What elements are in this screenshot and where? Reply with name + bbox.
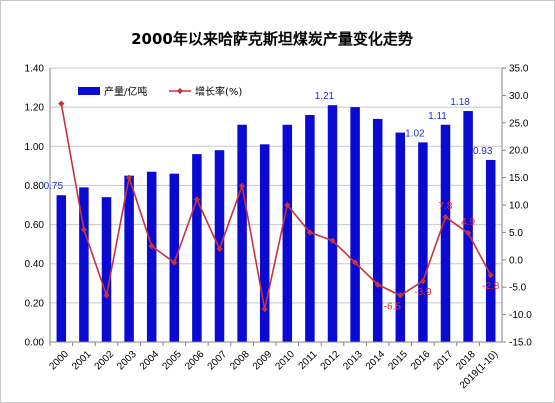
chart-title: 2000年以来哈萨克斯坦煤炭产量变化走势	[131, 30, 413, 48]
x-axis-tick-label: 2005	[160, 349, 184, 373]
bar	[282, 124, 293, 342]
x-axis-tick-label: 2004	[138, 349, 162, 373]
bar	[372, 118, 383, 342]
growth-rate-point	[419, 278, 427, 285]
line-data-label: 4.9	[461, 217, 475, 228]
line-data-label: -2.8	[482, 281, 500, 292]
line-data-label: -6.5	[384, 301, 402, 312]
x-axis-tick-label: 2015	[386, 349, 410, 373]
left-axis-tick-label: 0.20	[25, 298, 45, 309]
line-data-label: 7.8	[439, 201, 453, 212]
bar	[418, 142, 428, 342]
x-axis-tick-label: 2001	[70, 349, 94, 373]
bar-series	[56, 105, 496, 343]
bar	[463, 111, 473, 342]
right-axis-tick-label: 25.0	[509, 118, 529, 129]
growth-rate-point	[193, 196, 201, 203]
growth-rate-point	[351, 259, 359, 266]
growth-rate-point	[487, 272, 494, 279]
x-axis-tick-label: 2013	[341, 349, 365, 373]
left-axis-tick-label: 1.20	[25, 103, 45, 114]
line-data-label: -3.9	[414, 287, 432, 298]
bar-data-label: 1.02	[405, 128, 425, 139]
bar	[485, 159, 496, 342]
right-axis-tick-label: -15.0	[509, 338, 532, 349]
bar	[79, 187, 89, 342]
left-axis-tick-label: 1.40	[25, 64, 45, 75]
x-axis-tick-label: 2011	[297, 349, 320, 372]
grid-lines	[50, 67, 502, 343]
bar	[146, 171, 157, 342]
legend-line-label: 增长率(%)	[195, 85, 242, 98]
x-axis-tick-label: 2012	[319, 349, 343, 373]
bar	[305, 114, 315, 342]
growth-rate-point	[397, 292, 404, 299]
right-axis-tick-label: 0.0	[509, 255, 523, 266]
bar	[395, 132, 406, 342]
bar	[101, 197, 112, 342]
x-axis-tick-label: 2017	[432, 349, 456, 373]
right-axis-tick-label: -10.0	[509, 310, 532, 321]
bar	[124, 175, 134, 342]
right-axis-tick-label: 5.0	[509, 228, 523, 239]
x-axis-tick-label: 2000	[47, 349, 71, 373]
x-axis-tick-label: 2006	[183, 349, 207, 373]
legend-line-marker	[176, 87, 184, 95]
data-labels: 0.75 1.21 1.021.111.18 0.93 -6.5 -3.9 7.8 4.9 -2…	[44, 91, 500, 312]
bar	[56, 195, 67, 342]
growth-rate-point	[216, 245, 223, 252]
growth-rate-point	[80, 226, 88, 233]
bar-data-label: 1.21	[315, 91, 335, 102]
x-axis-tick-label: 2016	[409, 349, 433, 373]
bar-data-label: 0.93	[473, 146, 493, 157]
bar	[440, 124, 451, 342]
x-axis-tick-label: 2003	[115, 349, 139, 373]
right-axis-tick-label: -5.0	[509, 283, 527, 294]
right-axis-tick-label: 35.0	[509, 64, 529, 75]
right-axis-tick-label: 15.0	[509, 173, 529, 184]
growth-rate-point	[125, 174, 133, 181]
bar-data-label: 0.75	[44, 181, 64, 192]
growth-rate-point	[261, 306, 268, 313]
bar-data-label: 1.18	[450, 97, 470, 108]
right-axis-tick-label: 20.0	[509, 146, 529, 157]
axes: 0.00 0.20 0.40 0.60 0.80 1.00 1.20 1.40 -15.0 -10…	[25, 64, 533, 392]
legend: 产量/亿吨 增长率(%)	[78, 85, 242, 98]
bar	[169, 173, 180, 342]
line-series	[58, 100, 494, 313]
right-axis-tick-label: 10.0	[509, 201, 529, 212]
left-axis-tick-label: 0.80	[25, 181, 45, 192]
x-axis-tick-label: 2002	[93, 349, 117, 373]
x-axis-tick-label: 2008	[228, 349, 252, 373]
x-axis-tick-label: 2007	[206, 349, 230, 373]
legend-bar-label: 产量/亿吨	[104, 85, 147, 98]
bar	[259, 144, 270, 342]
growth-rate-point	[58, 100, 65, 107]
right-axis-tick-label: 30.0	[509, 91, 529, 102]
left-axis-tick-label: 0.40	[25, 259, 45, 270]
growth-rate-point	[238, 182, 246, 189]
x-axis-tick-label: 2009	[251, 349, 275, 373]
bar	[237, 124, 247, 342]
left-axis-tick-label: 0.60	[25, 220, 45, 231]
bar	[350, 107, 360, 343]
x-axis-tick-label: 2010	[273, 349, 297, 373]
left-axis-tick-label: 1.00	[25, 142, 45, 153]
growth-rate-point	[374, 281, 381, 288]
bar	[192, 154, 202, 342]
legend-bar-swatch	[78, 87, 100, 95]
x-axis-tick-label: 2014	[364, 349, 388, 373]
bar-data-label: 1.11	[428, 111, 447, 122]
bar	[327, 105, 338, 342]
left-axis-tick-label: 0.00	[25, 338, 45, 349]
growth-rate-line	[60, 103, 492, 310]
